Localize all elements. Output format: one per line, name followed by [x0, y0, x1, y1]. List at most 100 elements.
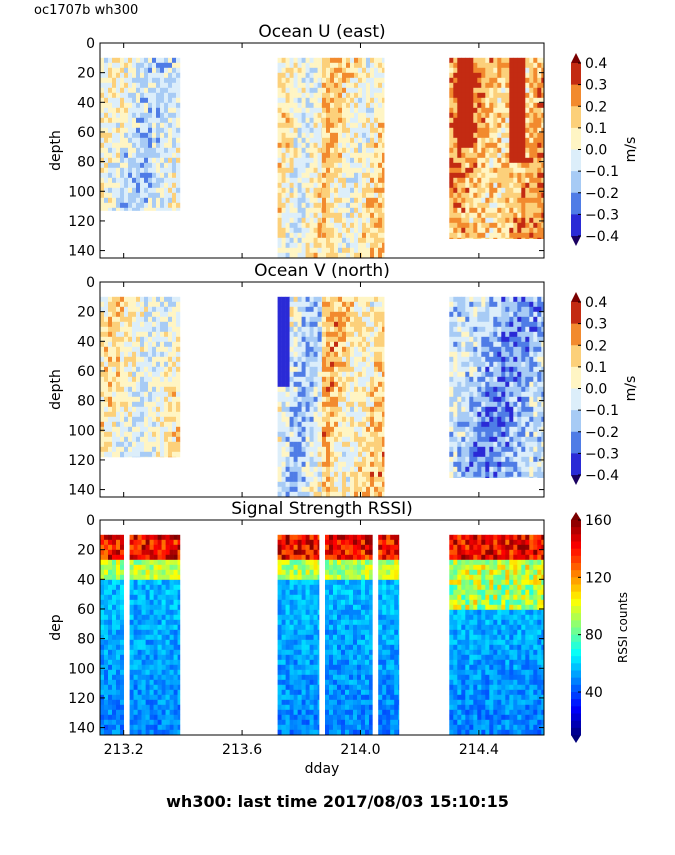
colorbar-segment [571, 649, 581, 657]
colorbar-segment [571, 527, 581, 535]
data-column-1 [100, 296, 181, 458]
colorbar-segment [571, 366, 581, 389]
y-tick-label: 20 [77, 543, 95, 559]
colorbar-segment [571, 713, 581, 722]
colorbar-tick-label: −0.4 [585, 468, 619, 484]
y-tick-label: 120 [68, 214, 95, 230]
y-tick-label: 100 [68, 661, 95, 677]
data-column-3 [322, 296, 385, 498]
panel-2: 0 20 40 60 80 100 120 140 Ocean V (north) depth [48, 261, 545, 499]
colorbar-tick-label: 0.0 [585, 382, 607, 398]
y-tick-label: 80 [77, 155, 95, 171]
colorbar-segment [571, 345, 581, 368]
colorbar-segment [571, 663, 581, 671]
colorbar-tick-label: −0.2 [585, 425, 619, 441]
colorbar-tick-label: 0.3 [585, 317, 607, 333]
colorbar-tick-label: 0.4 [585, 295, 607, 311]
colorbar-segment [571, 520, 581, 528]
colorbar-segment [571, 323, 581, 346]
colorbar-segment [571, 84, 581, 107]
panel-3: 0 20 40 60 80 100 120 140 213.2 213.6 214.0 214.4 Si… [48, 499, 545, 777]
y-tick-label: 60 [77, 602, 95, 618]
colorbar-extend-top [571, 512, 581, 520]
y-tick-label: 40 [77, 572, 95, 588]
colorbar-segment [571, 591, 581, 600]
colorbar-tick-label: 0.2 [585, 99, 607, 115]
colorbar-tick-label: −0.1 [585, 403, 619, 419]
colorbar-segment [571, 706, 581, 714]
colorbar-segment [571, 541, 581, 550]
colorbar-tick-label: −0.2 [585, 186, 619, 202]
colorbar-tick-label: −0.4 [585, 229, 619, 245]
x-tick-label: 213.6 [222, 742, 262, 758]
colorbar-tick-label: −0.3 [585, 207, 619, 223]
y-axis-label: depth [48, 369, 64, 410]
y-tick-label: 20 [77, 66, 95, 82]
colorbar-label: RSSI counts [616, 592, 630, 663]
colorbar-label: m/s [623, 137, 639, 163]
y-tick-label: 0 [86, 36, 95, 52]
colorbar-segment [571, 670, 581, 679]
colorbar-segment [571, 127, 581, 150]
colorbar-segment [571, 302, 581, 325]
colorbar-segment [571, 634, 581, 643]
data-column-1 [100, 534, 124, 736]
y-tick-label: 0 [86, 513, 95, 529]
colorbar-1: 0.4 0.3 0.2 0.1 0.0 −0.1 −0.2 −0.3 −0.4 m/s [571, 53, 639, 246]
colorbar-segment [571, 699, 581, 707]
colorbar-tick-label: 120 [585, 570, 612, 586]
plot-frame [99, 519, 545, 736]
panel-title: Ocean V (north) [254, 261, 390, 281]
panel-title: Signal Strength RSSI) [231, 499, 413, 519]
data-column-3 [322, 57, 385, 259]
y-tick-label: 120 [68, 691, 95, 707]
data-column-2 [277, 57, 323, 259]
colorbar-extend-bottom [571, 475, 581, 485]
colorbar-segment [571, 214, 581, 237]
colorbar-segment [571, 627, 581, 636]
data-column-2 [129, 534, 181, 736]
colorbar-segment [571, 641, 581, 650]
colorbar-segment [571, 149, 581, 172]
colorbar-tick-label: 0.2 [585, 338, 607, 354]
colorbar-segment [571, 555, 581, 564]
y-tick-label: 140 [68, 244, 95, 260]
colorbar-segment [571, 684, 581, 693]
colorbar-segment [571, 598, 581, 607]
colorbar-2: 0.4 0.3 0.2 0.1 0.0 −0.1 −0.2 −0.3 −0.4 m/s [571, 292, 639, 485]
data-column-1 [100, 57, 181, 211]
x-tick-label: 214.0 [340, 742, 380, 758]
y-axis-label: depth [48, 130, 64, 171]
colorbar-segment [571, 727, 581, 736]
colorbar-tick-label: 0.1 [585, 121, 607, 137]
data-column-4 [325, 534, 373, 736]
y-tick-label: 140 [68, 483, 95, 499]
colorbar-segment [571, 606, 581, 614]
colorbar-tick-label: −0.1 [585, 164, 619, 180]
colorbar-tick-label: 40 [585, 685, 603, 701]
colorbar-tick-label: −0.3 [585, 446, 619, 462]
colorbar-extend-top [571, 292, 581, 302]
panel-1: 0 20 40 60 80 100 120 140 Ocean U (east) depth [48, 22, 545, 260]
colorbar-tick-label: 0.3 [585, 78, 607, 94]
colorbar-segment [571, 534, 581, 542]
colorbar-segment [571, 577, 581, 585]
y-tick-label: 0 [86, 275, 95, 291]
data-column-2 [277, 296, 323, 498]
colorbar-extend-top [571, 53, 581, 63]
colorbar-segment [571, 584, 581, 593]
colorbar-segment [571, 453, 581, 476]
y-tick-label: 60 [77, 364, 95, 380]
colorbar-segment [571, 106, 581, 129]
y-tick-label: 120 [68, 453, 95, 469]
colorbar-tick-label: 0.0 [585, 143, 607, 159]
y-tick-label: 80 [77, 632, 95, 648]
colorbar-extend-bottom [571, 236, 581, 246]
data-column-6 [449, 534, 545, 736]
y-tick-label: 100 [68, 423, 95, 439]
colorbar-segment [571, 388, 581, 411]
figure-suptitle: wh300: last time 2017/08/03 15:10:15 [166, 792, 509, 811]
colorbar-segment [571, 431, 581, 454]
y-axis-label: dep [48, 614, 64, 641]
data-column-3 [277, 534, 320, 736]
